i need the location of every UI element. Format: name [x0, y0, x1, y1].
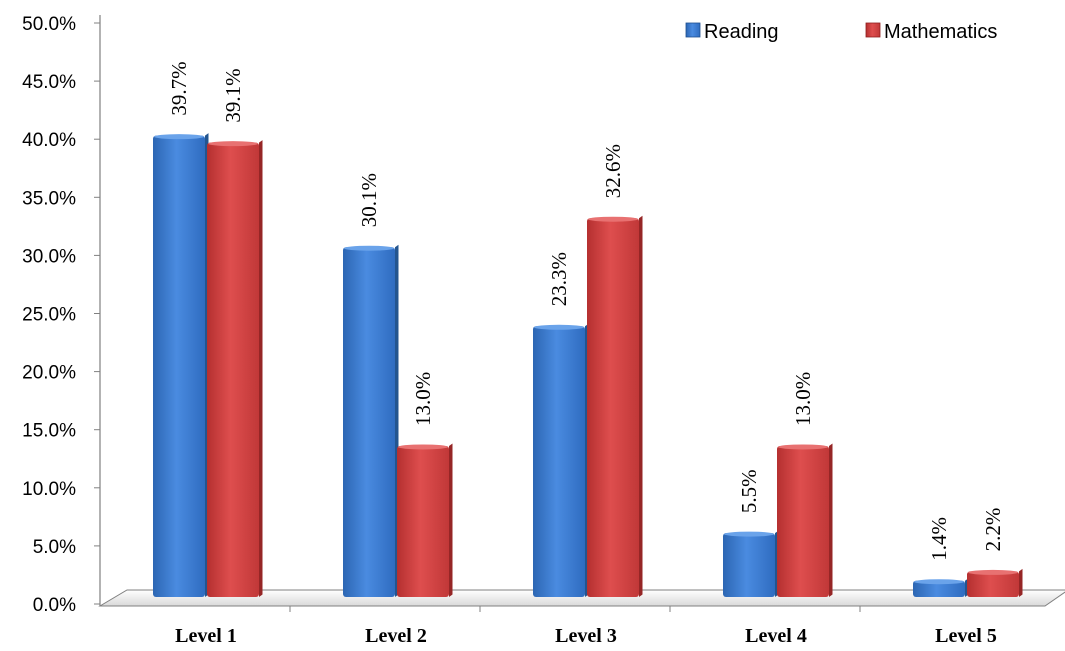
y-tick-label: 10.0% — [22, 479, 76, 500]
bar-front-face — [967, 571, 1019, 597]
legend: Reading Mathematics — [685, 21, 997, 43]
bar-front-face — [343, 247, 395, 597]
bar-top-face — [154, 134, 204, 140]
bar-side-face — [829, 443, 833, 597]
bar-side-face — [639, 215, 643, 598]
legend-item-reading: Reading — [685, 21, 779, 43]
bar-top-face — [724, 531, 774, 537]
data-label-mathematics-2: 13.0% — [411, 372, 435, 426]
bar-top-face — [344, 245, 394, 251]
bar-mathematics-1 — [207, 140, 263, 597]
y-tick-label: 45.0% — [22, 72, 76, 93]
y-tick-label: 0.0% — [33, 595, 76, 616]
data-label-mathematics-1: 39.1% — [221, 68, 245, 122]
data-label-reading-5: 1.4% — [927, 517, 951, 561]
bar-front-face — [397, 445, 449, 597]
bar-reading-2 — [343, 244, 399, 597]
bar-front-face — [777, 445, 829, 597]
legend-swatch-reading — [685, 22, 701, 38]
data-label-mathematics-5: 2.2% — [981, 508, 1005, 552]
bar-mathematics-4 — [777, 443, 833, 597]
bar-top-face — [398, 444, 448, 450]
y-tick-label: 30.0% — [22, 246, 76, 267]
bar-front-face — [207, 142, 259, 597]
bar-reading-5 — [913, 578, 969, 597]
x-tick-label: Level 2 — [365, 625, 427, 647]
bar-top-face — [968, 569, 1018, 575]
bar-reading-3 — [533, 323, 589, 597]
bar-front-face — [587, 218, 639, 598]
data-label-reading-2: 30.1% — [357, 173, 381, 227]
y-tick-label: 20.0% — [22, 363, 76, 384]
bar-mathematics-2 — [397, 443, 453, 597]
data-label-reading-3: 23.3% — [547, 252, 571, 306]
bar-top-face — [914, 579, 964, 585]
bar-front-face — [723, 533, 775, 597]
data-label-reading-4: 5.5% — [737, 469, 761, 513]
bar-mathematics-3 — [587, 215, 643, 598]
y-tick-label: 40.0% — [22, 130, 76, 151]
legend-label-mathematics: Mathematics — [884, 21, 997, 43]
bar-top-face — [778, 444, 828, 450]
bar-side-face — [449, 443, 453, 597]
bar-top-face — [534, 324, 584, 330]
bar-side-face — [259, 140, 263, 597]
bar-reading-4 — [723, 530, 779, 597]
y-tick-label: 5.0% — [33, 537, 76, 558]
data-label-mathematics-3: 32.6% — [601, 144, 625, 198]
legend-swatch-mathematics — [865, 22, 881, 38]
x-tick-label: Level 5 — [935, 625, 997, 647]
legend-item-mathematics: Mathematics — [865, 21, 997, 43]
data-label-mathematics-4: 13.0% — [791, 372, 815, 426]
y-tick-label: 25.0% — [22, 305, 76, 326]
x-tick-label: Level 3 — [555, 625, 617, 647]
bar-top-face — [208, 141, 258, 147]
bar-front-face — [153, 135, 205, 597]
bar-mathematics-5 — [967, 568, 1023, 597]
x-tick-label: Level 1 — [175, 625, 237, 647]
y-tick-label: 15.0% — [22, 421, 76, 442]
bar-front-face — [533, 326, 585, 597]
bar-front-face — [913, 580, 965, 597]
y-tick-label: 50.0% — [22, 14, 76, 35]
x-tick-label: Level 4 — [745, 625, 807, 647]
y-tick-label: 35.0% — [22, 188, 76, 209]
data-label-reading-1: 39.7% — [167, 61, 191, 115]
bar-top-face — [588, 216, 638, 222]
bar-reading-1 — [153, 133, 209, 597]
bar-side-face — [1019, 568, 1023, 597]
legend-label-reading: Reading — [704, 21, 779, 43]
